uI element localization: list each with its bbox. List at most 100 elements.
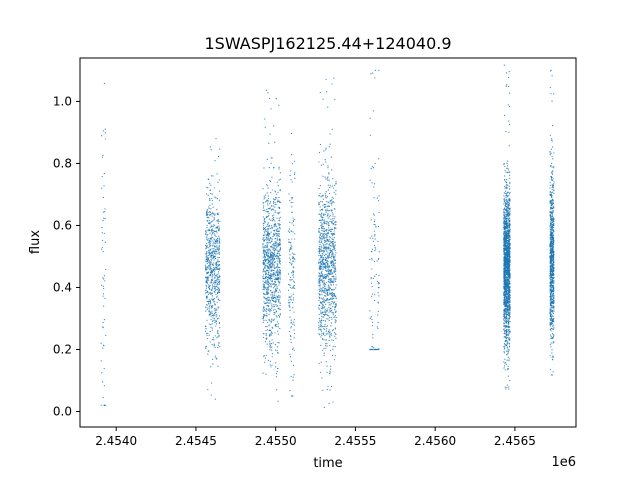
data-point: [508, 195, 510, 197]
data-point: [215, 268, 217, 270]
data-point: [265, 210, 267, 212]
data-point: [273, 217, 275, 219]
data-point: [264, 221, 266, 223]
data-point: [326, 223, 328, 225]
data-point: [321, 293, 323, 295]
data-point: [508, 304, 510, 306]
data-point: [505, 230, 507, 232]
data-point: [327, 278, 330, 280]
data-point: [276, 287, 278, 289]
data-point: [509, 339, 511, 341]
data-point: [504, 205, 506, 207]
data-point: [262, 321, 264, 323]
data-point: [217, 286, 219, 288]
data-point: [323, 314, 325, 316]
data-point: [373, 183, 376, 185]
data-point: [335, 337, 337, 339]
data-point: [278, 280, 280, 283]
data-point: [269, 133, 271, 135]
data-point: [327, 294, 329, 296]
data-point: [267, 288, 270, 290]
data-point: [326, 289, 329, 291]
data-point: [508, 343, 511, 345]
data-point: [293, 284, 295, 287]
data-point: [504, 187, 506, 189]
data-point: [274, 312, 276, 314]
data-point: [320, 318, 323, 320]
data-point: [276, 268, 279, 270]
data-point: [325, 281, 327, 284]
data-point: [322, 349, 324, 351]
data-point: [269, 207, 271, 209]
data-point: [208, 206, 210, 208]
data-point: [505, 337, 507, 339]
data-point: [506, 227, 508, 229]
data-point: [326, 243, 328, 245]
data-point: [321, 234, 324, 237]
data-point: [277, 279, 279, 281]
data-point: [324, 334, 326, 337]
data-point: [279, 211, 281, 213]
data-point: [266, 290, 268, 293]
data-point: [329, 143, 331, 145]
data-point: [320, 324, 322, 327]
data-point: [278, 314, 280, 316]
data-point: [505, 240, 507, 242]
data-point: [213, 230, 215, 232]
data-point: [509, 259, 511, 261]
data-point: [335, 284, 337, 286]
data-point: [262, 315, 264, 317]
data-point: [371, 248, 374, 250]
data-point: [377, 327, 379, 330]
data-point: [272, 246, 274, 248]
data-point: [267, 285, 270, 287]
data-point: [269, 251, 271, 253]
data-point: [276, 225, 278, 227]
data-point: [290, 262, 292, 264]
data-point: [326, 388, 328, 391]
data-point: [294, 253, 296, 255]
data-point: [266, 216, 268, 218]
data-point: [508, 222, 510, 224]
data-point: [268, 242, 270, 244]
data-point: [277, 330, 279, 332]
data-point: [330, 294, 333, 296]
data-point: [289, 284, 291, 286]
data-point: [329, 235, 331, 238]
data-point: [267, 224, 269, 226]
data-point: [506, 346, 508, 348]
data-point: [278, 254, 281, 256]
data-point: [321, 275, 323, 277]
data-point: [218, 264, 221, 266]
data-point: [549, 325, 552, 327]
data-point: [503, 212, 505, 214]
data-point: [210, 282, 212, 284]
data-point: [267, 290, 269, 292]
data-point: [509, 177, 511, 179]
data-point: [509, 174, 511, 176]
data-point: [211, 312, 213, 314]
data-point: [292, 347, 294, 349]
data-point: [264, 276, 266, 278]
data-point: [290, 264, 293, 266]
data-point: [264, 263, 266, 265]
data-point: [333, 331, 336, 334]
data-point: [323, 203, 325, 205]
data-point: [275, 298, 277, 300]
data-point: [333, 303, 335, 305]
data-point: [263, 236, 265, 239]
data-point: [275, 376, 278, 378]
data-point: [216, 173, 218, 175]
data-point: [205, 233, 207, 235]
data-point: [321, 263, 323, 266]
data-point: [505, 297, 508, 299]
data-point: [216, 309, 218, 311]
data-point: [290, 170, 292, 172]
data-point: [327, 257, 329, 260]
data-point: [327, 269, 329, 271]
data-point: [325, 347, 327, 349]
data-point: [377, 225, 380, 228]
data-point: [503, 301, 506, 303]
data-point: [321, 279, 323, 281]
data-point: [219, 346, 221, 348]
